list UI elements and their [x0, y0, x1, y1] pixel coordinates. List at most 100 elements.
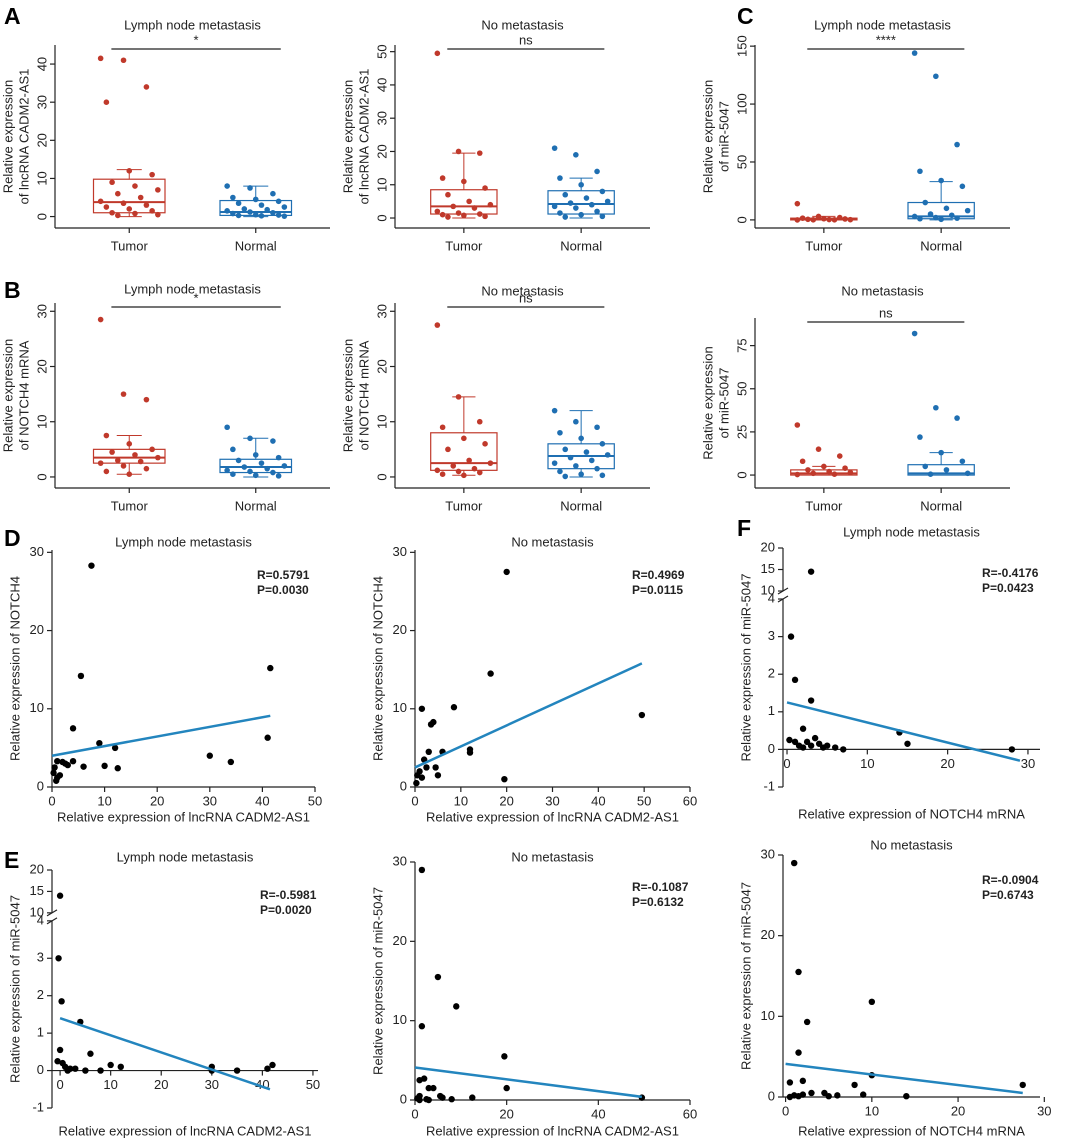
y-tick-label: 0: [734, 471, 749, 478]
point: [847, 216, 854, 223]
point: [423, 764, 430, 771]
x-tick-label: Tumor: [805, 238, 843, 253]
x-axis-label: Relative expression of lncRNA CADM2-AS1: [426, 1123, 679, 1138]
point: [126, 441, 133, 447]
y-tick-label: 20: [34, 133, 49, 147]
point: [450, 463, 457, 469]
chart-title: No metastasis: [481, 283, 564, 298]
y-tick-label: 30: [393, 853, 407, 868]
y-tick-label: 30: [374, 304, 389, 318]
point: [578, 181, 584, 188]
y-tick-label: 0: [734, 216, 749, 223]
x-tick-label: 50: [308, 793, 322, 808]
x-tick-label: 20: [499, 793, 513, 808]
point: [434, 208, 441, 215]
y-tick-label: 0: [37, 1062, 44, 1077]
point: [594, 168, 600, 175]
x-tick-label: Tumor: [111, 238, 149, 253]
point: [903, 1092, 910, 1100]
y-tick-label: 25: [734, 425, 749, 439]
y-tick-label: 30: [761, 846, 775, 861]
point: [851, 1081, 858, 1089]
point: [434, 50, 441, 57]
point: [120, 463, 127, 469]
panel-letter: C: [737, 3, 754, 29]
point: [847, 469, 854, 476]
point: [922, 463, 929, 470]
point: [551, 460, 558, 466]
point: [927, 211, 934, 217]
point: [501, 1053, 508, 1060]
x-tick-label: 10: [103, 1077, 117, 1092]
point: [54, 757, 61, 765]
point: [557, 429, 563, 436]
point: [807, 742, 815, 749]
point: [418, 774, 426, 781]
point: [439, 471, 446, 477]
point: [954, 415, 960, 421]
point: [831, 216, 838, 223]
point: [834, 1092, 841, 1099]
point: [230, 446, 236, 453]
point: [476, 418, 483, 425]
point: [599, 213, 606, 220]
point: [471, 205, 478, 211]
y-axis-label: of NOTCH4 mRNA: [16, 340, 31, 450]
point: [439, 175, 446, 181]
chart-title: Lymph node metastasis: [115, 534, 252, 549]
point: [826, 216, 832, 223]
fit-line: [785, 1062, 1023, 1095]
point: [143, 84, 150, 90]
point: [954, 215, 960, 221]
point: [61, 760, 69, 767]
point: [799, 725, 807, 732]
point: [258, 460, 265, 466]
significance: *: [194, 32, 199, 47]
chart-title: No metastasis: [511, 849, 594, 864]
point: [111, 744, 119, 752]
x-tick-label: Normal: [235, 238, 277, 253]
point: [795, 968, 802, 976]
panel-letter: B: [4, 277, 21, 303]
point: [143, 202, 150, 208]
point: [911, 213, 918, 220]
point: [103, 468, 110, 475]
point: [88, 562, 95, 569]
box: [430, 189, 498, 215]
x-axis-label: Relative expression of NOTCH4 mRNA: [798, 1123, 1025, 1138]
point: [917, 434, 923, 440]
point: [476, 211, 483, 217]
y-tick-label: 10: [393, 1012, 407, 1027]
y-tick-label: 10: [34, 414, 49, 428]
point: [461, 178, 467, 185]
point: [476, 150, 483, 156]
point: [803, 738, 811, 746]
point: [842, 465, 848, 471]
y-tick-label: 15: [761, 561, 775, 576]
point: [588, 201, 595, 208]
point: [810, 216, 817, 223]
point: [826, 468, 832, 475]
point: [235, 457, 242, 464]
point: [103, 99, 110, 105]
point: [434, 973, 442, 981]
x-tick-label: 20: [499, 1106, 513, 1121]
point: [252, 211, 259, 218]
y-tick-label: 0: [768, 741, 775, 756]
point: [466, 457, 472, 464]
x-tick-label: Tumor: [111, 498, 149, 513]
x-tick-label: 40: [591, 1106, 605, 1121]
stat-label: R=-0.1087: [632, 880, 689, 894]
point: [450, 203, 457, 210]
x-tick-label: Normal: [560, 498, 602, 513]
point: [795, 1092, 802, 1100]
point: [264, 1065, 271, 1072]
y-tick-label: 10: [374, 178, 389, 192]
point: [87, 1050, 94, 1057]
stat-label: P=0.0020: [260, 903, 312, 917]
y-axis-label: Relative expression: [0, 339, 15, 452]
y-tick-label: 10: [30, 700, 44, 715]
point: [832, 744, 839, 751]
point: [275, 212, 282, 218]
point: [416, 1096, 423, 1104]
